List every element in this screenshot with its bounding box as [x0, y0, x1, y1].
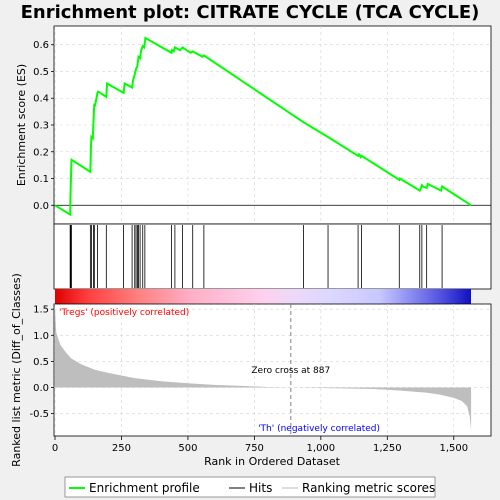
zero-cross-annotation: Zero cross at 887: [251, 366, 330, 376]
x-tick-label: 1,500: [439, 443, 468, 454]
hits-panel-frame: [53, 223, 492, 290]
es-panel: 0.0 0.1 0.2 0.3 0.4 0.5 0.6 Enrichment score (…: [15, 25, 492, 225]
legend-hits-label: Hits: [249, 481, 272, 495]
x-tick-label: 0: [52, 443, 58, 454]
rank-heatmap-bar: [55, 289, 471, 304]
chart-title: Enrichment plot: CITRATE CYCLE (TCA CYCL…: [21, 2, 480, 23]
es-y-tick-label: 0.1: [33, 174, 49, 185]
ranking-y-tick-label: 0.5: [33, 357, 49, 368]
hit-markers: [69, 225, 443, 288]
ranking-y-tick-label: 0.0: [33, 383, 49, 394]
negative-class-label: 'Th' (negatively correlated): [258, 424, 380, 434]
ranking-y-tick-label: -0.5: [29, 409, 49, 420]
legend-ranking-label: Ranking metric scores: [302, 481, 435, 495]
ranking-panel-frame: [53, 303, 492, 437]
es-y-tick-label: 0.5: [33, 67, 49, 78]
es-y-tick-label: 0.0: [33, 201, 49, 212]
hits-panel: [53, 223, 492, 304]
ranking-panel: Zero cross at 887 'Tregs' (positively co…: [10, 273, 492, 467]
es-y-ticks: 0.0 0.1 0.2 0.3 0.4 0.5 0.6: [33, 40, 54, 212]
ranking-y-tick-label: 1.5: [33, 305, 49, 316]
es-y-tick-label: 0.4: [33, 94, 49, 105]
ranking-y-ticks: -0.5 0.0 0.5 1.0 1.5: [29, 305, 54, 420]
ranking-y-axis-label: Ranked list metric (Diff_of_Classes): [10, 273, 23, 467]
x-tick-label: 1,250: [373, 443, 402, 454]
x-tick-label: 250: [112, 443, 131, 454]
es-y-tick-label: 0.2: [33, 147, 49, 158]
x-axis-label: Rank in Ordered Dataset: [204, 455, 341, 468]
legend: Enrichment profile Hits Ranking metric s…: [64, 476, 436, 498]
x-tick-label: 750: [245, 443, 264, 454]
x-tick-label: 500: [178, 443, 197, 454]
legend-enrichment-label: Enrichment profile: [89, 481, 200, 495]
x-axis-ticks: 0 250 500 750 1,000 1,250 1,500: [52, 436, 468, 454]
es-y-axis-label: Enrichment score (ES): [15, 64, 28, 186]
enrichment-profile-line: [54, 36, 472, 217]
positive-class-label: 'Tregs' (positively correlated): [59, 308, 189, 318]
es-y-tick-label: 0.6: [33, 40, 49, 51]
legend-box: [64, 476, 436, 498]
x-tick-label: 1,000: [307, 443, 336, 454]
es-y-tick-label: 0.3: [33, 121, 49, 132]
ranking-y-tick-label: 1.0: [33, 331, 49, 342]
